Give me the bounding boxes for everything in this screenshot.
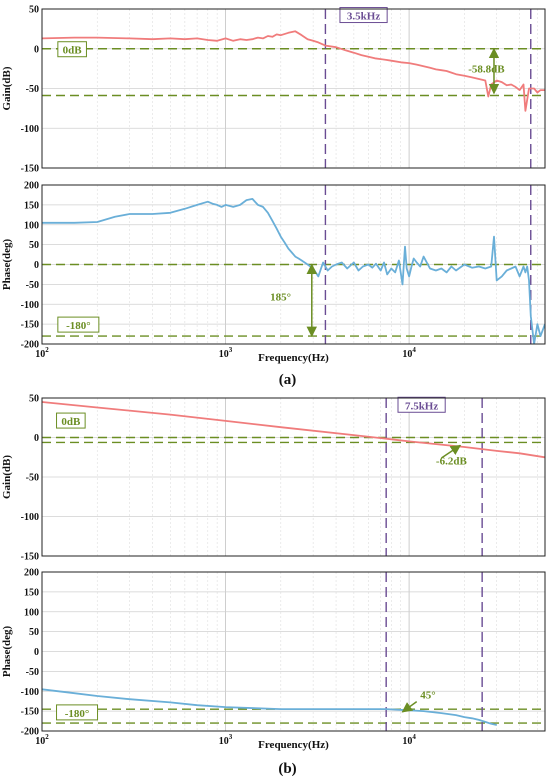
plot-frame [41,571,546,732]
annotation-box [56,412,86,429]
annotation-label: -180° [65,708,90,720]
y-tick-label: -50 [26,280,39,291]
plot-frame [41,397,546,557]
plot-frame [41,184,546,345]
x-tick-label: 102 [35,346,49,360]
y-tick-label: -50 [26,84,39,95]
y-axis-label: Phase(deg) [1,239,13,291]
y-tick-label: 50 [29,240,39,251]
y-tick-label: -100 [21,300,39,311]
annotation-label: 185° [270,291,291,303]
y-tick-label: 100 [24,220,39,231]
series-line [42,688,497,726]
annotation-box [56,704,99,721]
y-tick-label: 150 [24,587,39,598]
panel-label: (a) [279,372,297,388]
y-tick-label: -150 [21,707,39,718]
annotation-label: 0dB [61,416,81,428]
y-tick-label: -200 [21,340,39,351]
y-tick-label: -150 [21,164,39,175]
y-tick-label: 50 [29,394,39,405]
annotation-label: 7.5kHz [405,400,438,412]
arrow-single [441,444,462,459]
y-tick-label: 200 [24,568,39,579]
annotation-box [339,7,388,24]
x-tick-label: 103 [219,733,233,747]
annotation-label: -58.8dB [468,64,505,76]
y-axis-label: Gain(dB) [1,455,13,499]
y-tick-label: 150 [24,200,39,211]
y-tick-label: 0 [34,433,39,444]
y-tick-label: -50 [26,473,39,484]
annotation-label: 0dB [63,45,83,57]
x-tick-label: 104 [402,733,416,747]
panel-label: (b) [278,761,296,777]
annotation-label: -6.2dB [436,455,468,467]
x-tick-label: 102 [35,733,49,747]
y-tick-label: -100 [21,512,39,523]
plot-a-gain: 50 0 -50 -100 -150 0dB 3.5kHz -58.8dB Gain(dB) [1,5,546,175]
y-tick-label: 200 [24,181,39,192]
y-tick-label: 0 [34,44,39,55]
annotation-label: 45° [420,689,435,701]
annotation-box [57,41,87,58]
annotation-label: 3.5kHz [347,11,380,23]
annotation-box [57,316,100,333]
x-tick-label: 104 [402,346,416,360]
y-tick-label: -150 [21,320,39,331]
annotation-box [397,396,446,413]
y-axis-label: Phase(deg) [1,626,13,678]
y-tick-label: -50 [26,667,39,678]
x-axis-label: Frequency(Hz) [258,739,329,751]
arrow-single [401,700,418,713]
series-line [42,197,545,344]
y-tick-label: 0 [34,260,39,271]
plot-b-gain: 50 0 -50 -100 -150 0dB 7.5kHz -6.2dB Gain(dB) [1,394,546,563]
annotation-label: -180° [66,320,91,332]
y-tick-label: 100 [24,607,39,618]
y-tick-label: 50 [29,627,39,638]
y-tick-label: -100 [21,124,39,135]
series-line [42,401,545,459]
y-tick-label: 0 [34,647,39,658]
y-tick-label: -100 [21,687,39,698]
x-axis-label: Frequency(Hz) [258,352,329,364]
series-line [42,30,545,112]
plot-frame [41,8,546,169]
x-tick-label: 103 [219,346,233,360]
plot-a-phase: 200 150 100 50 0 -50 -100 -150 -200 -180° 185° Phas… [1,181,546,360]
y-tick-label: 50 [29,5,39,16]
y-tick-label: -150 [21,552,39,563]
plot-b-phase: 200 150 100 50 0 -50 -100 -150 -200 -180° 45° Phase… [1,568,546,747]
y-tick-label: -200 [21,727,39,738]
y-axis-label: Gain(dB) [1,66,13,110]
